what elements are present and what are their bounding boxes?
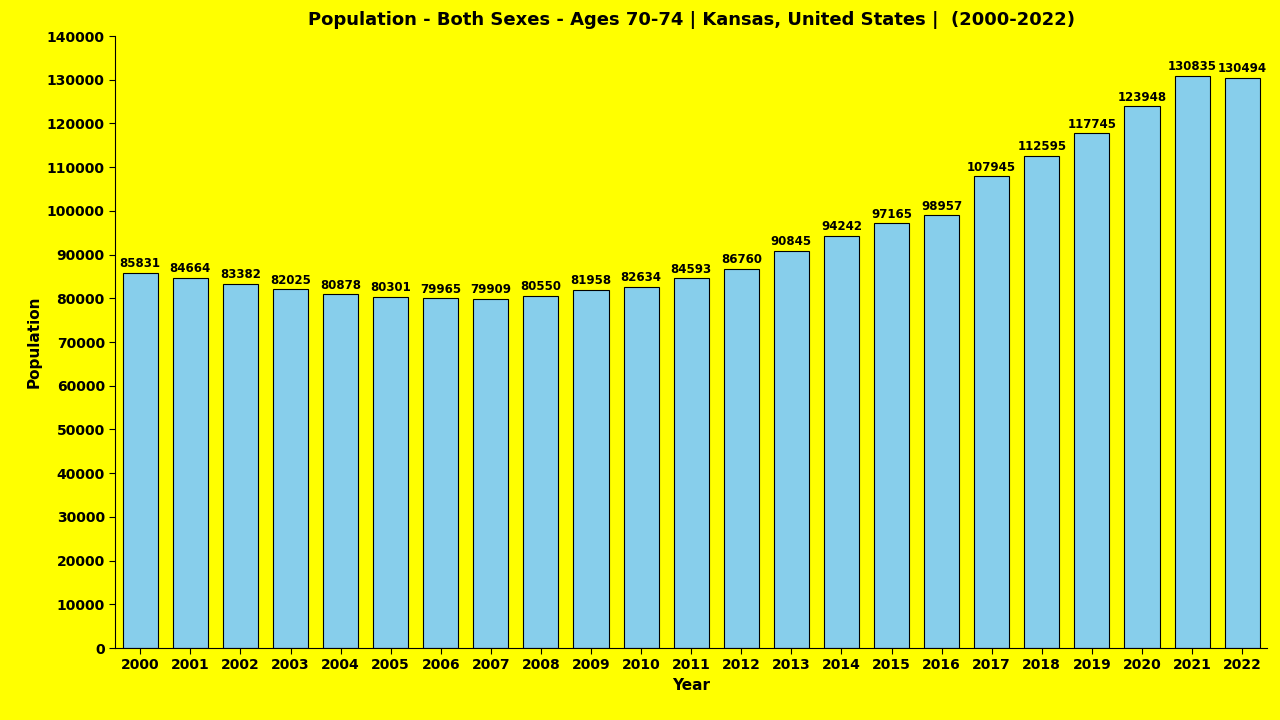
Bar: [1024, 156, 1060, 648]
Text: 79965: 79965: [420, 283, 461, 296]
Text: 86760: 86760: [721, 253, 762, 266]
Text: 80550: 80550: [521, 280, 562, 293]
Text: 97165: 97165: [872, 207, 913, 220]
Text: 112595: 112595: [1018, 140, 1066, 153]
Text: 79909: 79909: [470, 283, 511, 296]
Text: 98957: 98957: [922, 199, 963, 213]
Bar: [824, 236, 859, 648]
Bar: [1225, 78, 1260, 648]
Bar: [573, 289, 608, 648]
Text: 80878: 80878: [320, 279, 361, 292]
Bar: [974, 176, 1009, 648]
Bar: [774, 251, 809, 648]
Bar: [173, 278, 207, 648]
Text: 81958: 81958: [571, 274, 612, 287]
Text: 84664: 84664: [170, 262, 211, 275]
Bar: [623, 287, 659, 648]
Bar: [323, 294, 358, 648]
Text: 130494: 130494: [1217, 62, 1267, 75]
Bar: [924, 215, 959, 648]
Bar: [374, 297, 408, 648]
Bar: [1175, 76, 1210, 648]
Text: 130835: 130835: [1167, 60, 1216, 73]
Bar: [1074, 133, 1110, 648]
Text: 82025: 82025: [270, 274, 311, 287]
Text: 117745: 117745: [1068, 117, 1116, 130]
Bar: [223, 284, 259, 648]
Bar: [424, 298, 458, 648]
Text: 82634: 82634: [621, 271, 662, 284]
Text: 94242: 94242: [820, 220, 861, 233]
Bar: [874, 223, 909, 648]
Bar: [723, 269, 759, 648]
Text: 80301: 80301: [370, 282, 411, 294]
Title: Population - Both Sexes - Ages 70-74 | Kansas, United States |  (2000-2022): Population - Both Sexes - Ages 70-74 | K…: [307, 11, 1075, 29]
Text: 107945: 107945: [968, 161, 1016, 174]
Text: 84593: 84593: [671, 263, 712, 276]
Bar: [273, 289, 308, 648]
Bar: [474, 299, 508, 648]
Text: 123948: 123948: [1117, 91, 1166, 104]
Bar: [1124, 106, 1160, 648]
Bar: [123, 273, 157, 648]
Y-axis label: Population: Population: [26, 296, 41, 388]
Text: 85831: 85831: [120, 257, 161, 270]
Bar: [524, 296, 558, 648]
Text: 83382: 83382: [220, 268, 261, 281]
Text: 90845: 90845: [771, 235, 812, 248]
X-axis label: Year: Year: [672, 678, 710, 693]
Bar: [673, 278, 709, 648]
